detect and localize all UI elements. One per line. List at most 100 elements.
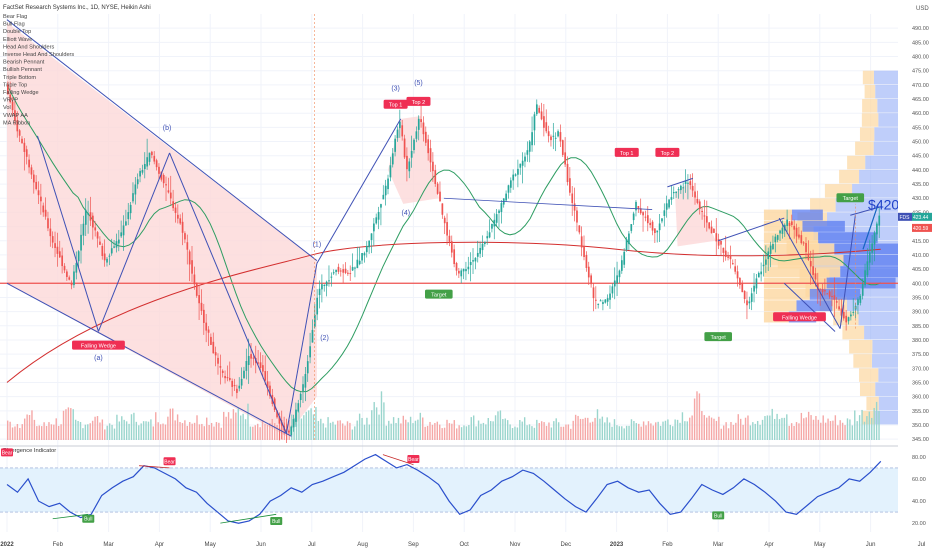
div-line [139, 465, 170, 469]
vp-local-blue [818, 232, 878, 244]
volume-bar [557, 422, 560, 440]
volume-bar [841, 422, 844, 440]
volume-bar [560, 426, 562, 440]
candle-body [203, 309, 205, 323]
candle-body [800, 235, 803, 244]
indicator-label: Bearish Pennant [3, 60, 45, 66]
indicator-label: Elliott Wave [3, 37, 32, 43]
price-tick: 380.00 [912, 338, 929, 344]
volume-bar [778, 419, 781, 440]
vp-local-orange [763, 266, 841, 278]
volume-bar [659, 425, 662, 440]
candle-body [661, 218, 663, 222]
candle-body [635, 201, 637, 211]
price-tick: 460.00 [912, 111, 929, 117]
volume-bar [155, 412, 157, 440]
volume-bar [715, 420, 718, 440]
volume-bar [621, 426, 623, 440]
candle-body [143, 164, 146, 170]
candle-body [576, 210, 578, 223]
volume-bar [720, 428, 722, 440]
candle-body [205, 322, 208, 331]
bull-tag: Bull [84, 517, 92, 523]
volume-bar [642, 421, 645, 440]
volume-bar [344, 425, 346, 440]
candle-body [141, 169, 144, 173]
candle-body [448, 235, 451, 242]
price-tick: 345.00 [912, 437, 929, 443]
volume-bar [587, 417, 589, 440]
candle-body [488, 232, 491, 238]
wave-label: (a) [94, 355, 103, 362]
candle-body [134, 184, 137, 195]
volume-bar [397, 417, 400, 440]
candle-body [243, 370, 245, 379]
volume-bar [652, 425, 655, 440]
candle-body [689, 181, 692, 185]
volume-bar [509, 424, 511, 440]
candle-body [682, 187, 685, 189]
candle-body [441, 203, 444, 215]
volume-bar [371, 410, 373, 440]
ma-price: 420.59 [913, 226, 929, 232]
volume-bar [713, 418, 715, 440]
volume-bar [189, 422, 191, 440]
candle-body [96, 232, 99, 239]
candle-body [21, 138, 23, 144]
chart-header: FactSet Research Systems Inc., 1D, NYSE,… [3, 5, 151, 126]
target-label-bg [425, 289, 453, 299]
volume-bar [324, 427, 327, 440]
candle-body [181, 221, 184, 233]
candle-body [566, 163, 569, 183]
candle-body [495, 214, 498, 223]
volume-bar [744, 417, 747, 440]
wave-label: (3) [391, 86, 400, 93]
volume-bar [854, 410, 856, 440]
volume-bar [594, 417, 596, 440]
candle-body [680, 185, 682, 191]
candle-body [160, 171, 163, 180]
top1-label-bg [614, 147, 639, 157]
candle-body [89, 212, 92, 221]
volume-bar [710, 417, 713, 440]
chart-title: FactSet Research Systems Inc., 1D, NYSE,… [3, 5, 151, 11]
volume-bar [21, 424, 23, 440]
volume-bar [412, 423, 414, 440]
candle-body [455, 263, 458, 271]
volume-bar [531, 426, 533, 440]
bear-tag-bg [407, 455, 420, 464]
candle-body [66, 271, 68, 277]
price-tick: 355.00 [912, 409, 929, 415]
volume-bar [693, 398, 696, 440]
pattern-fills [7, 22, 716, 437]
candle-body [793, 225, 796, 230]
candle-body [236, 388, 238, 393]
bear-tag: Bear [408, 457, 419, 463]
candle-body [788, 222, 791, 227]
bull-tag: Bull [714, 513, 722, 519]
time-tick: 2023 [610, 542, 624, 548]
candle-body [871, 243, 874, 253]
volume-bar [468, 425, 470, 440]
volume-bar [749, 425, 752, 440]
pattern-trendline [850, 206, 881, 216]
candle-body [309, 346, 311, 358]
candle-body [597, 303, 600, 305]
candle-body [299, 393, 302, 401]
volume-bar [497, 411, 499, 440]
candle-body [436, 183, 439, 194]
candle-body [321, 284, 323, 290]
candle-body [368, 240, 371, 248]
candle-body [410, 150, 413, 158]
candle-body [101, 245, 104, 256]
bull-tag-bg [82, 514, 95, 523]
div-line [52, 513, 89, 520]
volume-bar [727, 428, 730, 440]
volume-bar [363, 424, 366, 440]
volume-bar [618, 426, 621, 440]
volume-bar [553, 421, 555, 440]
pattern-lines [6, 14, 881, 442]
candle-body [569, 178, 571, 193]
